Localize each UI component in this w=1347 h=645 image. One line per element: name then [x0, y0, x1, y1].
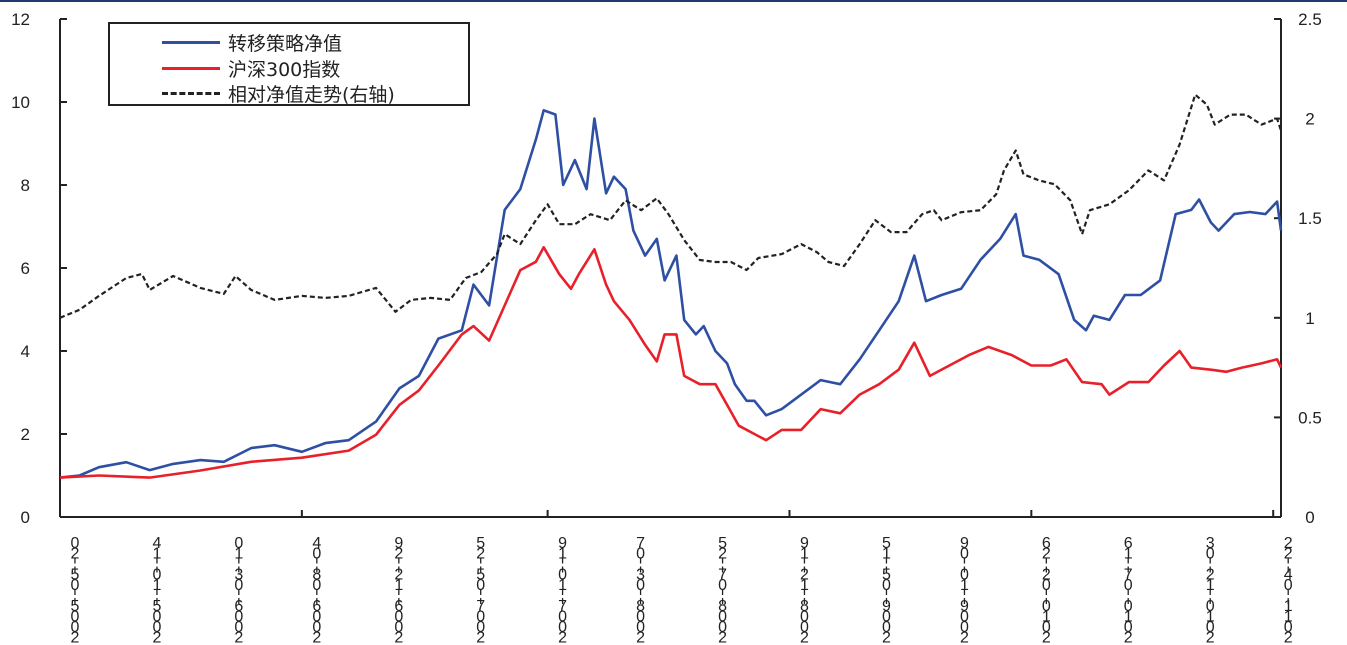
right-tick-label: 0.5 — [1298, 408, 1322, 427]
legend-item-relative: 相对净值走势(右轴) — [162, 80, 395, 106]
legend: 转移策略净值 沪深300指数 相对净值走势(右轴) — [108, 22, 470, 106]
x-tick-label: 9 1 ¦ 0 1 ¦ 7 0 0 2 — [558, 535, 567, 645]
series-lines — [59, 93, 1283, 479]
x-tick-label: 6 1 ¦ 7 0 ¦ 0 1 0 2 — [1124, 535, 1133, 645]
legend-label: 沪深300指数 — [228, 58, 341, 81]
legend-item-hs300: 沪深300指数 — [162, 55, 340, 81]
x-tick-label: 9 2 ¦ 2 1 ¦ 6 0 0 2 — [394, 535, 403, 645]
x-tick-label: 3 0 ¦ 2 1 ¦ 0 1 0 2 — [1206, 535, 1215, 645]
x-tick-label: 0 1 ¦ 3 0 ¦ 6 0 0 2 — [234, 535, 243, 645]
x-tick-label: 4 1 ¦ 0 1 ¦ 5 0 0 2 — [152, 535, 161, 645]
left-tick-label: 6 — [21, 259, 30, 278]
x-axis-labels: 0 2 ¦ 5 0 ¦ 5 0 0 2 4 1 ¦ 0 1 ¦ 5 0 0 2 0 1 ¦ 3 0 ¦ 6 0 0 2 4 0 ¦ 8 0 ¦ 6 0 0 2… — [71, 535, 1293, 645]
left-tick-label: 8 — [21, 176, 30, 195]
x-tick-label: 9 0 ¦ 0 1 ¦ 9 0 0 2 — [960, 535, 969, 645]
left-tick-label: 12 — [11, 10, 30, 29]
right-tick-label: 2 — [1305, 110, 1314, 129]
legend-swatch-blue — [162, 40, 220, 44]
legend-swatch-red — [162, 66, 220, 70]
hs300-index-line — [59, 246, 1283, 479]
top-border — [0, 0, 1347, 2]
x-tick-label: 9 1 ¦ 2 1 ¦ 8 0 0 2 — [800, 535, 809, 645]
right-tick-label: 0 — [1305, 508, 1314, 527]
x-tick-label: 5 2 ¦ 7 0 ¦ 8 0 0 2 — [718, 535, 727, 645]
legend-item-strategy: 转移策略净值 — [162, 29, 342, 55]
x-tick-label: 7 0 ¦ 3 0 ¦ 8 0 0 2 — [636, 535, 645, 645]
left-tick-label: 10 — [11, 93, 30, 112]
x-tick-label: 4 0 ¦ 8 0 ¦ 6 0 0 2 — [312, 535, 321, 645]
x-tick-label: 2 2 ¦ 4 0 ¦ 1 1 0 2 — [1284, 535, 1293, 645]
legend-label: 转移策略净值 — [228, 32, 343, 55]
right-tick-label: 2.5 — [1298, 10, 1322, 29]
relative-nav-line — [59, 93, 1283, 319]
left-tick-label: 4 — [21, 342, 30, 361]
x-tick-label: 0 2 ¦ 5 0 ¦ 5 0 0 2 — [71, 535, 80, 645]
x-tick-label: 5 1 ¦ 5 0 ¦ 9 0 0 2 — [882, 535, 891, 645]
right-tick-label: 1 — [1305, 309, 1314, 328]
legend-label: 相对净值走势(右轴) — [228, 83, 395, 106]
strategy-nav-line — [59, 109, 1283, 479]
x-tick-label: 5 2 ¦ 5 0 ¦ 7 0 0 2 — [476, 535, 485, 645]
right-tick-label: 1.5 — [1298, 209, 1322, 228]
axes: 0 2 4 6 8 10 12 0 0.5 1 1.5 2 2.5 — [11, 10, 1322, 527]
legend-swatch-dashed — [162, 91, 220, 95]
x-tick-label: 6 2 ¦ 2 0 ¦ 0 1 0 2 — [1042, 535, 1051, 645]
left-tick-label: 2 — [21, 425, 30, 444]
left-tick-label: 0 — [21, 508, 30, 527]
